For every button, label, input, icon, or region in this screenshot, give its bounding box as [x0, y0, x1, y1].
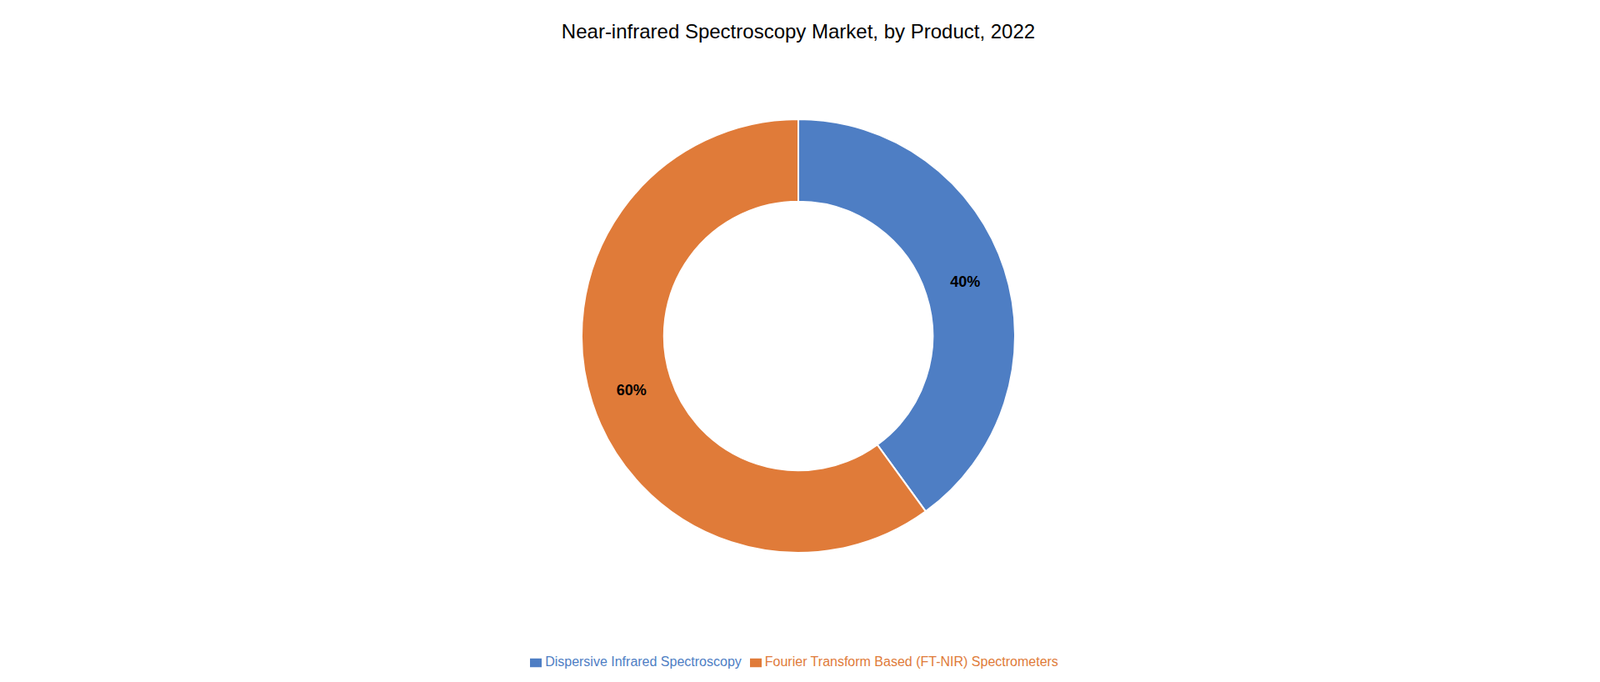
- svg-text:40%: 40%: [950, 273, 980, 290]
- svg-text:60%: 60%: [616, 381, 647, 399]
- html-text:Near-infrared Spectroscopy Mar: Near-infrared Spectroscopy Market, by Pr…: [561, 20, 1036, 43]
- html-text:Fourier Transform Based (FT-NI: Fourier Transform Based (FT-NIR) Spectro…: [764, 654, 1059, 669]
- html-text:Dispersive Infrared Spectrosco: Dispersive Infrared Spectroscopy: [545, 654, 742, 669]
